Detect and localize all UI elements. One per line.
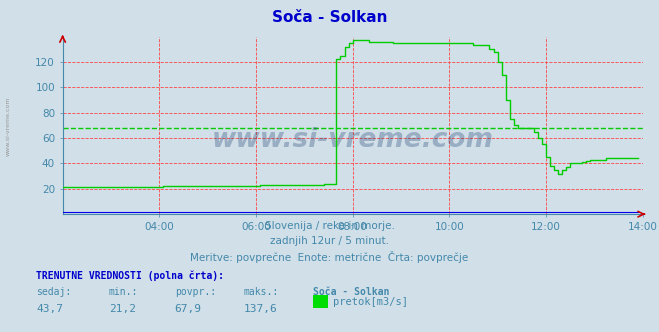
Text: 43,7: 43,7 xyxy=(36,304,63,314)
Text: Soča - Solkan: Soča - Solkan xyxy=(272,10,387,25)
Text: TRENUTNE VREDNOSTI (polna črta):: TRENUTNE VREDNOSTI (polna črta): xyxy=(36,271,224,281)
Text: povpr.:: povpr.: xyxy=(175,287,215,297)
Text: sedaj:: sedaj: xyxy=(36,287,71,297)
Text: 137,6: 137,6 xyxy=(244,304,277,314)
Text: www.si-vreme.com: www.si-vreme.com xyxy=(5,96,11,156)
Text: 21,2: 21,2 xyxy=(109,304,136,314)
Text: 67,9: 67,9 xyxy=(175,304,202,314)
Text: Slovenija / reke in morje.: Slovenija / reke in morje. xyxy=(264,221,395,231)
Text: zadnjih 12ur / 5 minut.: zadnjih 12ur / 5 minut. xyxy=(270,236,389,246)
Text: min.:: min.: xyxy=(109,287,138,297)
Text: pretok[m3/s]: pretok[m3/s] xyxy=(333,297,408,307)
Text: Meritve: povprečne  Enote: metrične  Črta: povprečje: Meritve: povprečne Enote: metrične Črta:… xyxy=(190,251,469,263)
Text: www.si-vreme.com: www.si-vreme.com xyxy=(212,126,494,152)
Text: maks.:: maks.: xyxy=(244,287,279,297)
Text: Soča - Solkan: Soča - Solkan xyxy=(313,287,389,297)
